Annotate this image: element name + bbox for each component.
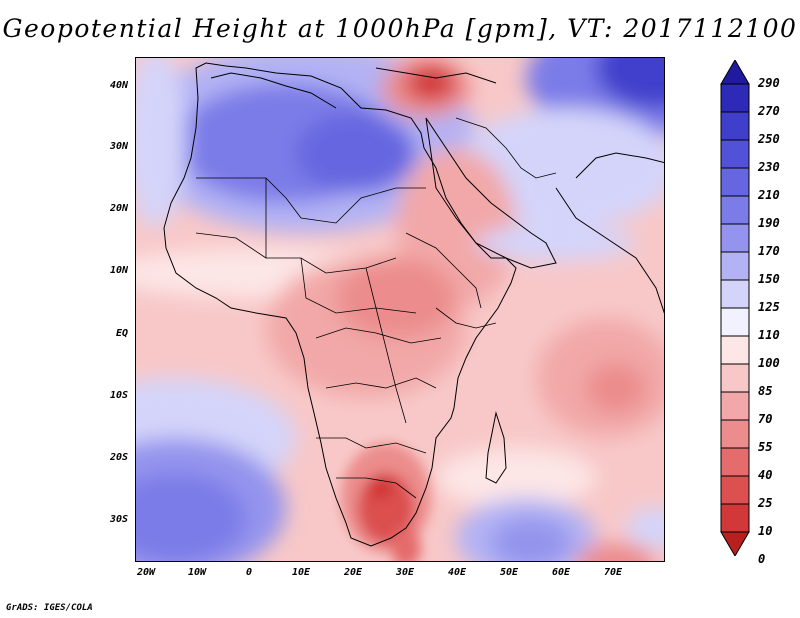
color-bar-label: 10	[758, 524, 773, 538]
color-bar-label: 110	[758, 328, 780, 342]
lon-label: 0	[245, 567, 253, 578]
color-bar-cell	[720, 139, 750, 169]
color-bar-label: 270	[758, 104, 780, 118]
color-bar-label: 210	[758, 188, 780, 202]
lat-label: 30N	[109, 141, 128, 152]
color-bar-cap-bottom	[720, 531, 750, 556]
color-bar-cell	[720, 83, 750, 113]
color-bar-cell	[720, 447, 750, 477]
lat-label: 10S	[109, 390, 128, 401]
color-bar-cell	[720, 167, 750, 197]
country-borders	[195, 117, 557, 499]
color-bar-cell	[720, 223, 750, 253]
lat-label: 10N	[109, 265, 128, 276]
lon-label: 10E	[291, 567, 311, 578]
color-bar-label: 290	[758, 76, 780, 90]
color-bar-cell	[720, 111, 750, 141]
color-bar-cell	[720, 251, 750, 281]
color-bar-label: 230	[758, 160, 780, 174]
color-bar-label: 190	[758, 216, 780, 230]
lon-label: 20W	[136, 567, 156, 578]
color-bar-label: 100	[758, 356, 780, 370]
color-bar-label: 85	[758, 384, 773, 398]
color-bar-label: 250	[758, 132, 780, 146]
lon-label: 70E	[603, 567, 623, 578]
color-bar-label: 150	[758, 272, 780, 286]
color-bar-label: 0	[758, 552, 766, 566]
lat-label: 40N	[109, 80, 128, 91]
color-bar-cell	[720, 279, 750, 309]
lat-label: EQ	[115, 328, 128, 339]
lon-label: 60E	[551, 567, 571, 578]
color-bar-label: 170	[758, 244, 780, 258]
color-bar-cell	[720, 363, 750, 393]
color-bar-label: 125	[758, 300, 780, 314]
color-bar-cell	[720, 475, 750, 505]
plot-title: Geopotential Height at 1000hPa [gpm], VT…	[2, 14, 798, 43]
lon-label: 50E	[499, 567, 519, 578]
color-bar-cell	[720, 503, 750, 533]
footer-credit: GrADS: IGES/COLA	[6, 603, 93, 613]
southern-africa-low	[341, 443, 431, 561]
lat-label: 30S	[109, 514, 128, 525]
color-bar-cell	[720, 419, 750, 449]
lon-label: 40E	[447, 567, 467, 578]
color-bar-label: 55	[758, 440, 773, 454]
color-bar-cell	[720, 195, 750, 225]
color-bar-label: 25	[758, 496, 773, 510]
color-bar-label: 40	[758, 468, 773, 482]
color-bar-label: 70	[758, 412, 773, 426]
coastlines	[163, 62, 664, 547]
height-field-map	[136, 58, 664, 561]
lon-label: 10W	[187, 567, 207, 578]
lon-label: 30E	[395, 567, 415, 578]
lat-label: 20N	[109, 203, 128, 214]
lat-label: 20S	[109, 452, 128, 463]
color-bar	[720, 60, 750, 556]
lon-label: 20E	[343, 567, 363, 578]
color-bar-cap-top	[720, 60, 750, 85]
color-bar-cell	[720, 391, 750, 421]
color-bar-cell	[720, 307, 750, 337]
color-bar-cell	[720, 335, 750, 365]
map-panel	[135, 57, 665, 562]
